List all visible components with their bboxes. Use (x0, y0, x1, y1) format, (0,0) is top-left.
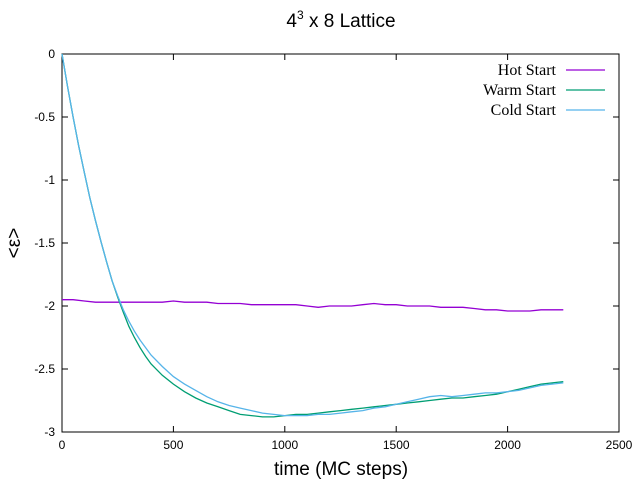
legend-label-warm-start: Warm Start (483, 82, 556, 99)
x-axis-label: time (MC steps) (274, 459, 408, 480)
x-tick-label: 1500 (383, 438, 410, 452)
y-axis-label: <ε> (4, 228, 25, 259)
x-axis: 0 500 1000 1500 2000 2500 (59, 54, 633, 452)
series-line-hot-start (62, 299, 564, 312)
y-tick-label: -1.5 (34, 236, 55, 250)
legend-label-cold-start: Cold Start (491, 102, 557, 119)
x-tick-label: 2500 (606, 438, 633, 452)
x-tick-label: 0 (59, 438, 66, 452)
y-tick-label: -1 (44, 173, 55, 187)
x-tick-label: 2000 (494, 438, 521, 452)
y-tick-label: 0 (48, 47, 55, 61)
title-superscript: 3 (297, 8, 304, 22)
y-tick-label: -0.5 (34, 110, 55, 124)
legend: Hot Start Warm Start Cold Start (483, 62, 605, 119)
series-line-warm-start (61, 53, 564, 418)
y-axis: 0 -0.5 -1 -1.5 -2 -2.5 -3 (34, 47, 619, 439)
chart-title: 43 x 8 Lattice (286, 8, 395, 32)
title-base: 4 (286, 11, 297, 32)
x-tick-label: 500 (163, 438, 183, 452)
legend-label-hot-start: Hot Start (498, 62, 557, 79)
y-tick-label: -2.5 (34, 362, 55, 376)
series-group (61, 53, 564, 418)
x-tick-label: 1000 (271, 438, 298, 452)
y-tick-label: -3 (44, 425, 55, 439)
series-line-cold-start (61, 53, 564, 417)
y-tick-label: -2 (44, 299, 55, 313)
title-rest: x 8 Lattice (304, 11, 396, 32)
